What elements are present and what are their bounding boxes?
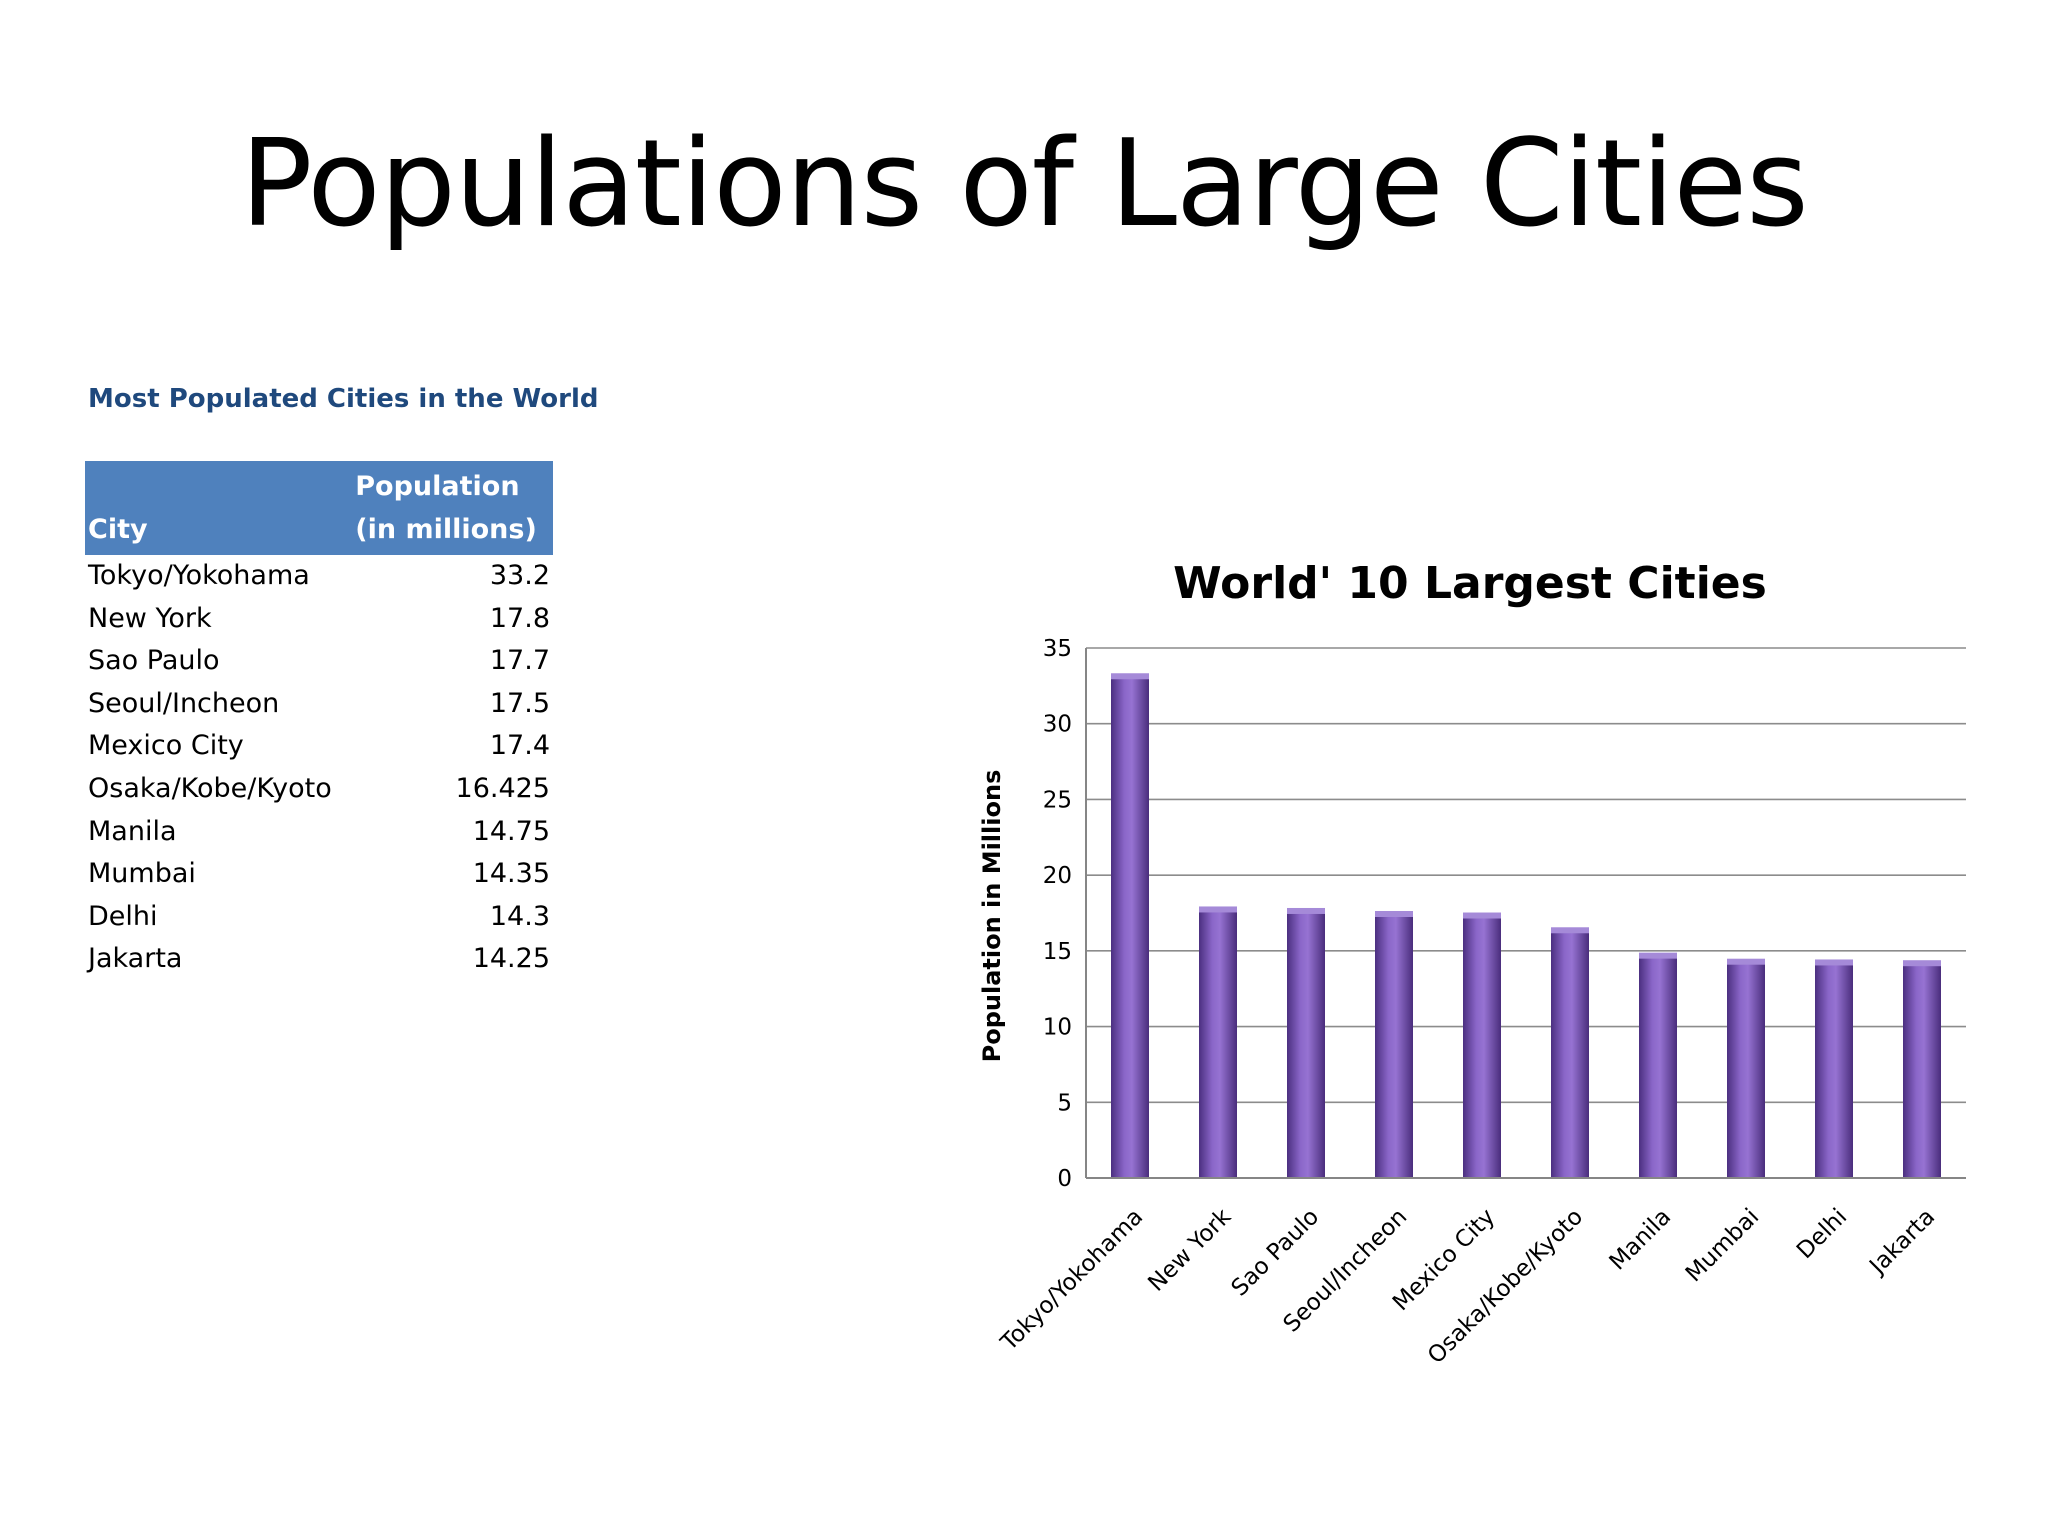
x-tick-label: Tokyo/Yokohama <box>996 1204 1149 1357</box>
table-row: Seoul/Incheon 17.5 <box>85 683 553 726</box>
city-cell: Mumbai <box>88 858 196 890</box>
bar-body <box>1287 909 1325 1178</box>
bar-cap <box>1111 673 1149 680</box>
bar <box>1463 912 1501 1178</box>
population-cell: 33.2 <box>489 560 550 591</box>
x-tick-label: Osaka/Kobe/Kyoto <box>1423 1204 1588 1369</box>
population-cell: 17.5 <box>489 687 550 719</box>
bar-cap <box>1551 927 1589 934</box>
bar-cap <box>1903 960 1941 967</box>
bar <box>1287 907 1325 1178</box>
bar-cap <box>1815 959 1853 966</box>
table-row: Osaka/Kobe/Kyoto 16.425 <box>85 768 553 811</box>
table-row: Sao Paulo 17.7 <box>85 640 553 683</box>
bar <box>1727 958 1765 1178</box>
header-city: City <box>85 461 353 555</box>
bar-body <box>1199 908 1237 1178</box>
population-cell: 17.8 <box>489 602 550 634</box>
chart-title: World' 10 Largest Cities <box>1173 558 1767 609</box>
x-tick-label: New York <box>1143 1203 1236 1296</box>
table-row: Tokyo/Yokohama 33.2 <box>85 555 553 598</box>
y-tick-label: 10 <box>1043 1015 1072 1041</box>
bar-cap <box>1639 952 1677 959</box>
bar-cap <box>1727 958 1765 965</box>
y-axis-ticks: 0 5 10 15 20 25 30 35 <box>1043 636 1072 1192</box>
bar-cap <box>1287 907 1325 914</box>
y-tick-label: 15 <box>1043 939 1072 965</box>
x-tick-label: Manila <box>1605 1204 1677 1276</box>
table-row: Jakarta 14.25 <box>85 938 553 981</box>
bar <box>1903 960 1941 1178</box>
table-row: Delhi 14.3 <box>85 896 553 939</box>
header-population-line2: (in millions) <box>355 514 537 545</box>
bar-body <box>1903 962 1941 1178</box>
bar-body <box>1111 675 1149 1178</box>
table-row: Mexico City 17.4 <box>85 725 553 768</box>
table-caption: Most Populated Cities in the World <box>88 384 599 414</box>
city-cell: Seoul/Incheon <box>88 687 280 719</box>
bar <box>1639 952 1677 1178</box>
x-tick-label: Mumbai <box>1681 1204 1764 1287</box>
city-cell: Manila <box>88 815 177 847</box>
y-tick-label: 35 <box>1043 636 1072 662</box>
x-tick-label: Jakarta <box>1864 1204 1941 1281</box>
population-cell: 14.3 <box>489 900 550 932</box>
table-header-row: City Population (in millions) <box>85 461 553 555</box>
bar-body <box>1639 954 1677 1178</box>
bars <box>1111 673 1941 1178</box>
city-cell: Delhi <box>88 900 158 932</box>
city-cell: Mexico City <box>88 730 244 762</box>
population-cell: 17.7 <box>489 645 550 677</box>
population-cell: 17.4 <box>489 730 550 762</box>
bar <box>1815 959 1853 1178</box>
bar <box>1551 927 1589 1178</box>
bar-body <box>1815 961 1853 1178</box>
population-cell: 16.425 <box>455 772 550 804</box>
city-cell: Tokyo/Yokohama <box>88 560 310 591</box>
city-cell: Sao Paulo <box>88 645 220 677</box>
bar-body <box>1463 914 1501 1178</box>
population-cell: 14.75 <box>472 815 550 847</box>
table-row: New York 17.8 <box>85 598 553 641</box>
population-table: City Population (in millions) Tokyo/Yoko… <box>85 461 553 981</box>
y-tick-label: 20 <box>1043 863 1072 889</box>
bar-body <box>1551 929 1589 1178</box>
x-tick-label: Delhi <box>1792 1204 1852 1264</box>
bar-chart: World' 10 Largest Cities Population in M… <box>978 558 1966 1369</box>
table-row: Mumbai 14.35 <box>85 853 553 896</box>
header-population: Population (in millions) <box>352 461 553 555</box>
y-tick-label: 30 <box>1043 712 1072 738</box>
bar-cap <box>1375 911 1413 917</box>
bar <box>1111 673 1149 1178</box>
population-cell: 14.25 <box>472 943 550 975</box>
bar-body <box>1375 913 1413 1178</box>
city-cell: Jakarta <box>88 943 183 975</box>
table-body: Tokyo/Yokohama 33.2 New York 17.8 Sao Paul… <box>85 555 553 981</box>
y-tick-label: 25 <box>1043 787 1072 813</box>
table-row: Manila 14.75 <box>85 811 553 854</box>
bar-cap <box>1463 912 1501 919</box>
slide-title: Populations of Large Cities <box>240 115 1809 254</box>
header-population-line1: Population <box>355 471 520 502</box>
population-cell: 14.35 <box>472 858 550 890</box>
city-cell: Osaka/Kobe/Kyoto <box>88 772 332 804</box>
y-tick-label: 0 <box>1057 1166 1072 1192</box>
bar <box>1375 911 1413 1178</box>
y-axis-label: Population in Millions <box>978 770 1006 1063</box>
city-cell: New York <box>88 602 212 634</box>
bar <box>1199 906 1237 1178</box>
bar-cap <box>1199 906 1237 913</box>
bar-body <box>1727 960 1765 1178</box>
y-tick-label: 5 <box>1057 1090 1072 1116</box>
